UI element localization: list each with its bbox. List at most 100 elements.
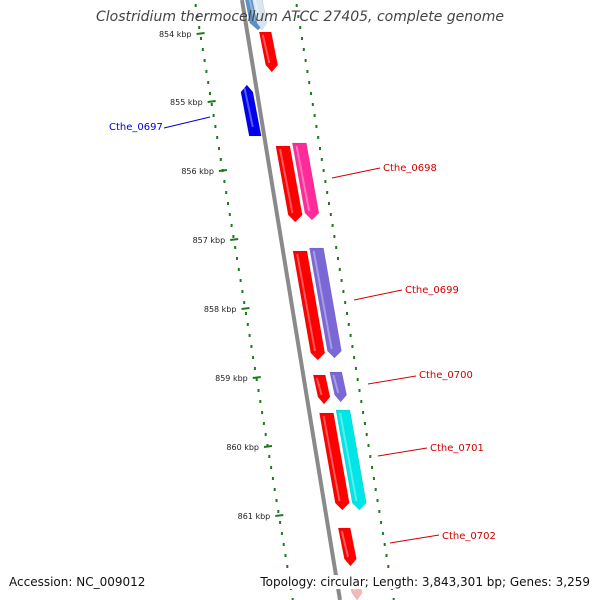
tick-marks: 854 kbp 855 kbp 856 kbp 857 kbp 858 kbp 859 k…	[159, 30, 295, 590]
tick-mark	[196, 32, 205, 35]
guide-dot	[237, 268, 240, 271]
tick-label: 860 kbp	[226, 443, 259, 452]
tick-mark	[263, 445, 273, 448]
guide-dot	[362, 411, 365, 414]
guide-dot	[225, 191, 228, 194]
accession-text: Accession: NC_009012	[9, 575, 146, 589]
guide-dot	[198, 26, 201, 29]
guide-dot	[299, 26, 302, 29]
leader-line-cthe-0699	[353, 289, 403, 301]
guide-dot	[342, 290, 345, 293]
gene-label-cthe-0697[interactable]: Cthe_0697	[109, 122, 163, 133]
guide-dot	[374, 488, 377, 491]
guide-dot	[326, 191, 329, 194]
guide-dot	[250, 345, 253, 348]
gene-label-cthe-0702[interactable]: Cthe_0702	[442, 531, 496, 542]
guide-dot	[317, 136, 320, 139]
gene-label-cthe-0700[interactable]: Cthe_0700	[419, 370, 473, 381]
guide-dot	[253, 367, 256, 370]
guide-dot	[301, 37, 303, 40]
guide-dot	[315, 125, 318, 128]
feature-highlight	[340, 530, 350, 558]
guide-dot	[271, 477, 274, 480]
guide-dot	[200, 37, 202, 40]
guide-dot	[252, 356, 255, 359]
guide-dot	[313, 114, 316, 117]
leader-line-cthe-0701	[377, 447, 428, 457]
guide-dot	[329, 213, 332, 216]
tick-label: 856 kbp	[181, 167, 214, 176]
guide-dot	[344, 301, 347, 304]
guide-dot	[255, 378, 258, 381]
guide-dot	[360, 400, 363, 403]
guide-dot	[295, 4, 298, 7]
guide-dot	[262, 422, 265, 425]
guide-dot	[324, 180, 327, 183]
gene-feature-cthe-0700	[329, 371, 347, 403]
guide-dot	[302, 48, 305, 51]
guide-dot	[218, 147, 220, 150]
guide-dot	[319, 147, 321, 150]
guide-dot	[245, 312, 247, 315]
guide-dot	[337, 257, 339, 260]
guide-dot	[230, 224, 233, 227]
feature-highlight	[332, 374, 340, 394]
tick-mark	[275, 514, 284, 517]
guide-dot	[207, 81, 210, 84]
guide-dot	[378, 510, 381, 513]
gene-feature-cthe-0699	[309, 247, 342, 359]
feature-highlight	[339, 412, 358, 502]
tick-mark	[218, 169, 228, 172]
guide-dot	[194, 4, 197, 7]
guide-dot	[266, 444, 269, 447]
guide-dot	[236, 257, 238, 260]
guide-dot	[310, 92, 312, 95]
guide-dot	[261, 411, 264, 414]
guide-dot	[216, 136, 219, 139]
guide-dot	[275, 499, 278, 502]
feature-highlight	[315, 377, 323, 396]
guide-dot	[209, 92, 211, 95]
gene-label-cthe-0698[interactable]: Cthe_0698	[383, 163, 437, 174]
feature-highlight	[295, 145, 311, 212]
guide-dot	[381, 532, 384, 535]
guide-dot	[214, 125, 217, 128]
feature-highlight	[296, 253, 316, 352]
feature-highlight	[248, 0, 256, 22]
feature-highlight	[253, 0, 261, 22]
leader-line-cthe-0700	[367, 375, 417, 385]
guide-dot	[279, 521, 282, 524]
tick-label: 855 kbp	[170, 98, 203, 107]
guide-dot	[228, 213, 231, 216]
guide-dot	[219, 158, 222, 161]
guide-dot	[291, 598, 294, 600]
cds-feature	[319, 412, 350, 511]
guide-dot	[284, 554, 287, 557]
feature-highlight	[243, 87, 254, 128]
gene-label-cthe-0699[interactable]: Cthe_0699	[405, 285, 459, 296]
guide-dot	[363, 422, 366, 425]
gene-label-cthe-0701[interactable]: Cthe_0701	[430, 443, 484, 454]
guide-dot	[248, 334, 251, 337]
genome-summary-text: Topology: circular; Length: 3,843,301 bp…	[258, 575, 590, 589]
tick-mark	[207, 100, 216, 103]
guide-dot	[227, 202, 229, 205]
guide-dot	[286, 565, 289, 568]
guide-dot	[264, 433, 267, 436]
gene-labels: Cthe_0697 Cthe_0698 Cthe_0699 Cthe_0700 Cthe…	[109, 116, 496, 544]
guide-dot	[328, 202, 330, 205]
tick-mark	[252, 376, 261, 379]
guide-dot	[365, 433, 368, 436]
guide-dot	[320, 158, 323, 161]
guide-dot	[259, 400, 262, 403]
guide-dots	[194, 4, 395, 600]
guide-dot	[372, 477, 375, 480]
guide-dot	[257, 389, 260, 392]
guide-dot	[385, 554, 388, 557]
guide-dot	[376, 499, 379, 502]
tick-label: 858 kbp	[204, 305, 237, 314]
leader-line-cthe-0698	[331, 167, 381, 179]
guide-dot	[338, 268, 341, 271]
cds-feature	[337, 527, 357, 567]
guide-dot	[270, 466, 273, 469]
